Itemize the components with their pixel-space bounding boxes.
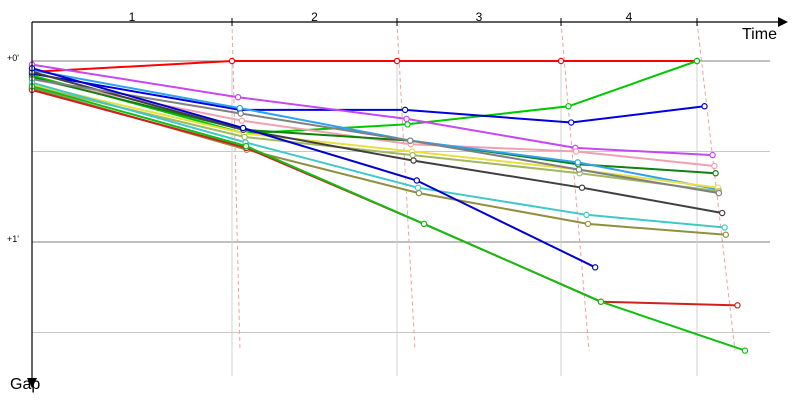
data-point [415,189,423,197]
data-point [592,264,599,271]
data-point [568,119,575,126]
series-lines [28,57,749,354]
series-line [31,69,719,191]
data-point [565,103,572,110]
data-point [701,103,708,110]
data-point [584,220,592,228]
x-axis-title: Time [742,26,777,43]
lap-label: 2 [311,10,318,24]
x-axis-arrow [778,17,788,27]
data-point [228,57,236,65]
data-point [557,57,565,65]
lap-label: 3 [476,10,483,24]
data-point [393,57,401,65]
data-point [574,159,582,166]
data-point [239,124,247,132]
data-point [242,142,250,150]
data-point [711,162,718,170]
data-point [420,220,428,228]
data-point [741,347,749,354]
axis-labels: 1 2 3 4 +0' +1' [7,10,633,244]
data-point [572,148,580,155]
data-point [722,231,730,238]
data-point [597,298,605,305]
data-point [715,189,723,197]
y-axis-arrow [27,378,37,388]
data-point [241,133,248,141]
axes [27,17,788,388]
data-point [401,106,409,114]
series-line [31,70,723,214]
lap-label: 1 [129,10,136,24]
data-point [734,302,741,309]
y-axis-title: Gap [10,376,41,393]
lap-label: 4 [626,10,633,24]
data-point [709,151,716,159]
data-point [414,184,422,191]
series-line [31,60,697,73]
y-tick-label: +0' [7,53,19,63]
lap-guide-dashed [396,21,416,351]
data-point [712,170,719,177]
data-point [234,93,242,101]
data-point [410,157,417,164]
data-point [693,57,701,65]
lap-guide-dashed [231,21,241,351]
data-point [403,115,410,123]
data-point [407,137,414,144]
data-point [721,224,728,231]
data-point [237,110,244,117]
lap-guide-dashed [696,21,736,351]
data-point [578,184,586,191]
series-line [31,89,738,307]
data-point [719,209,726,217]
data-point [238,117,246,124]
data-point [583,211,590,219]
data-point [413,177,420,184]
data-point [236,104,243,112]
data-point [575,166,583,173]
data-point [404,121,411,128]
data-point [409,151,416,159]
y-tick-label: +1' [7,234,19,244]
lap-dividers [231,21,736,376]
series-line [31,67,596,269]
